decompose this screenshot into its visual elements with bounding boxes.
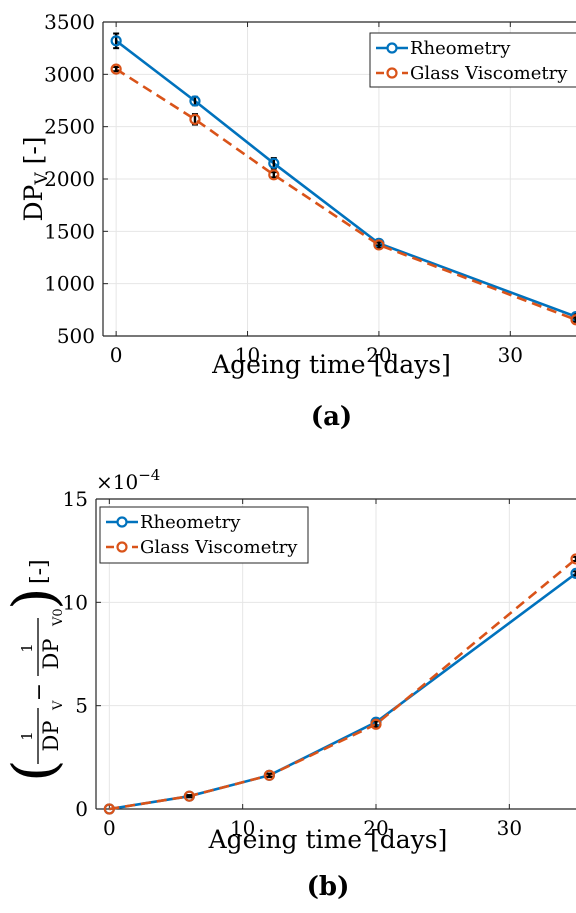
legend-marker-1 [386,67,398,79]
data-point [370,718,382,730]
legend: Rheometry Glass Viscometry [369,32,576,88]
data-point [110,63,122,75]
y-label-unit: [-] [19,136,48,172]
panel-b: 0 10 20 30 0 5 10 15 Rheometry Glass Viscometry Ag… [0,466,576,902]
y-label-main: DP [19,185,48,222]
fraction-denominator: DP [39,721,63,752]
y-axis-label: DPV [-] [19,136,52,221]
panel-label: (a) [311,402,352,432]
series-line [115,68,576,321]
data-point [268,169,280,181]
data-point [103,803,115,815]
legend-marker-1 [116,541,128,553]
data-point [183,790,195,802]
x-tick-label: 0 [103,816,116,840]
series-1 [103,553,576,815]
data-point [570,314,576,326]
x-axis-label: Ageing time [days] [211,350,451,379]
legend-box [99,506,309,564]
legend-label-0: Rheometry [140,512,241,533]
y-tick-label: 10 [63,590,88,614]
paren-right: ) [0,587,68,610]
exponent-power: −4 [138,466,160,484]
minus-sign: − [27,683,52,701]
legend-label-1: Glass Viscometry [410,63,568,84]
x-tick-label: 0 [110,343,123,367]
y-tick-label: 500 [57,324,95,348]
x-tick-label: 20 [363,816,388,840]
y-tick-label: 5 [75,694,88,718]
legend-label-1: Glass Viscometry [140,537,298,558]
fraction-numerator: 1 [18,731,36,741]
data-point [268,157,280,169]
y-tick-label: 15 [63,487,88,511]
x-tick-label: 30 [498,343,523,367]
fraction-numerator: 1 [18,643,36,653]
data-point [189,113,201,125]
legend-label-0: Rheometry [410,38,511,59]
legend: Rheometry Glass Viscometry [99,506,309,564]
y-label-unit: [-] [27,559,52,584]
legend-marker-0 [116,516,128,528]
y-tick-label: 1500 [44,219,95,243]
data-point [263,769,275,781]
legend-marker-0 [386,42,398,54]
y-tick-label: 2500 [44,115,95,139]
series-line [109,572,576,811]
panel-a: 0 10 20 30 500 1000 1500 2000 2500 3000 3500 Rheome… [19,10,576,432]
y-axis-label-text: DPV [-] [19,136,52,221]
x-tick-label: 10 [235,343,260,367]
panel-label: (b) [307,872,350,902]
data-point [570,553,576,565]
series-line [109,557,576,811]
data-point [189,95,201,107]
denominator-subscript: V0 [51,608,66,627]
series-1 [110,63,576,326]
y-label-subscript: V [32,172,52,186]
y-tick-label: 3000 [44,62,95,86]
x-tick-label: 30 [497,816,522,840]
y-tick-label: 0 [75,797,88,821]
exponent-base: ×10 [96,470,138,494]
series-0 [103,567,576,815]
x-tick-label: 20 [366,343,391,367]
y-tick-label: 2000 [44,167,95,191]
y-tick-label: 3500 [44,10,95,34]
data-point [373,239,385,251]
x-axis-label: Ageing time [days] [208,825,448,854]
x-tick-label: 10 [230,816,255,840]
fraction-denominator: DP [39,639,63,670]
exponent-label: ×10−4 [96,466,160,494]
paren-left: ( [0,759,68,782]
denominator-subscript: V [51,700,66,711]
legend-box [369,32,576,88]
data-point [110,35,122,47]
data-point [570,567,576,579]
y-tick-label: 1000 [44,272,95,296]
